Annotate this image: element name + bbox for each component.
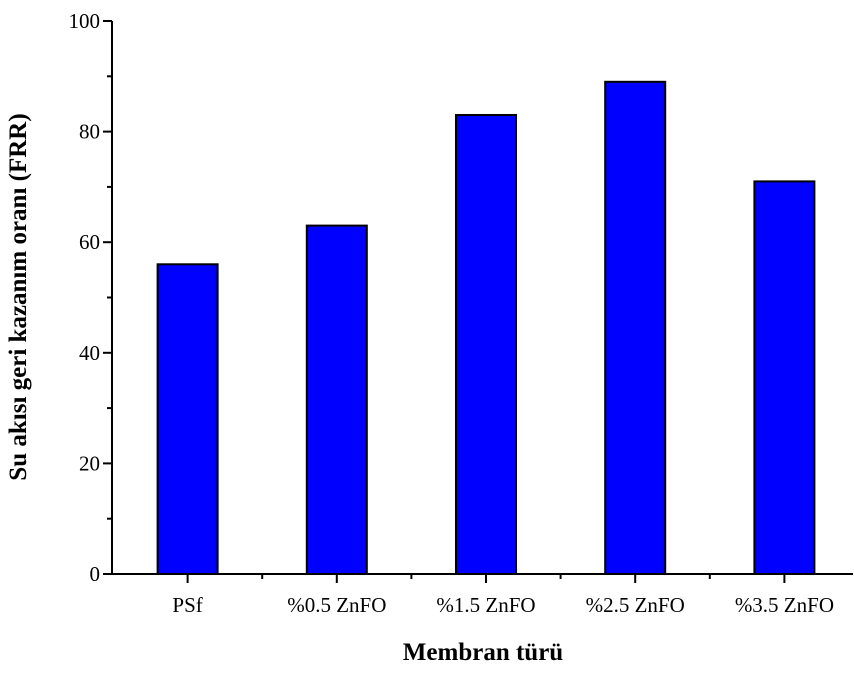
- y-tick-label: 40: [79, 341, 100, 365]
- x-tick-label: %2.5 ZnFO: [586, 593, 685, 617]
- bars-layer: [156, 80, 816, 576]
- labels-layer: PSf %0.5 ZnFO %1.5 ZnFO %2.5 ZnFO %3.5 ZnFO 0…: [69, 9, 834, 617]
- y-tick-label: 20: [79, 451, 100, 475]
- bar: [156, 263, 219, 575]
- y-tick-label: 100: [69, 9, 101, 33]
- bar: [455, 114, 517, 575]
- x-tick-label: %0.5 ZnFO: [287, 593, 386, 617]
- x-tick-label: %3.5 ZnFO: [735, 593, 834, 617]
- axes-layer: [103, 20, 853, 583]
- x-tick-label: PSf: [172, 593, 202, 617]
- y-tick-label: 0: [90, 562, 101, 586]
- x-axis-title: Membran türü: [403, 639, 563, 666]
- bar: [604, 80, 667, 576]
- y-tick-label: 60: [79, 230, 100, 254]
- bar: [753, 180, 816, 575]
- bar: [305, 224, 368, 575]
- y-axis-title: Su akısı geri kazanım oranı (FRR): [5, 113, 32, 480]
- y-tick-label: 80: [79, 120, 100, 144]
- x-tick-label: %1.5 ZnFO: [436, 593, 535, 617]
